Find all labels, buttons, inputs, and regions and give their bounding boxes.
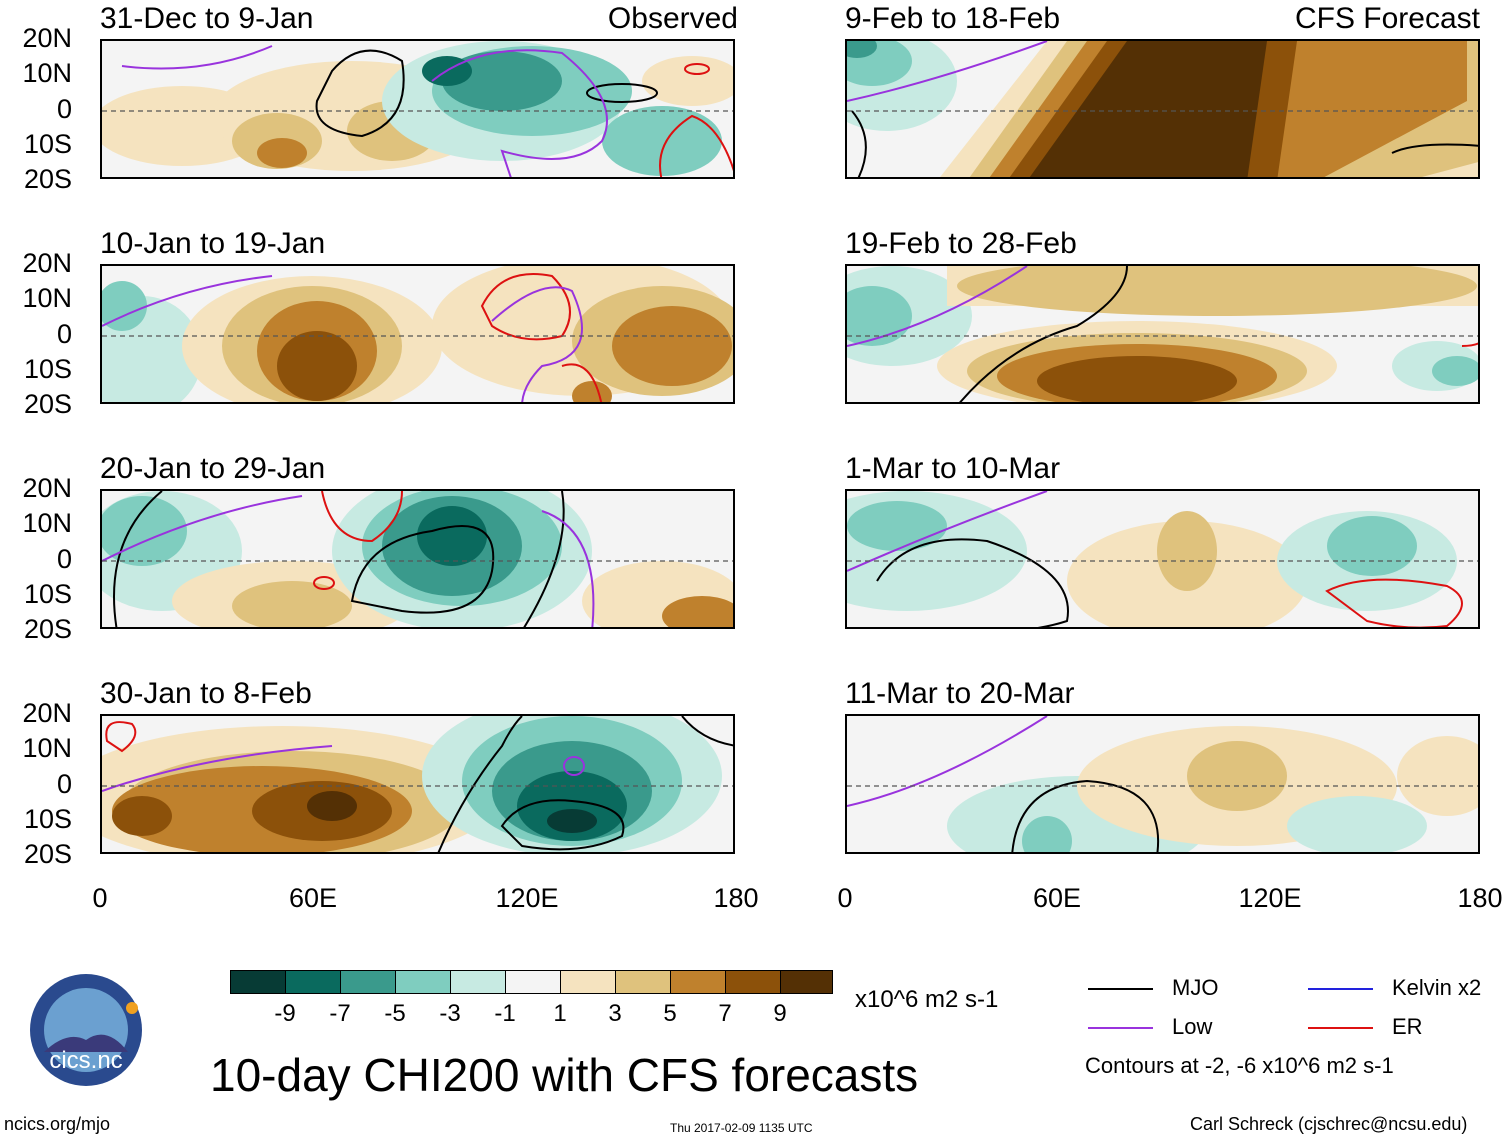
timestamp: Thu 2017-02-09 1135 UTC (670, 1121, 813, 1135)
lon-label: 60E (288, 883, 338, 913)
colorbar-swatch (725, 970, 781, 994)
colorbar-tick: -7 (329, 1000, 351, 1027)
lat-label: 0 (56, 94, 72, 124)
lat-label: 10S (23, 579, 72, 609)
lat-label: 10S (23, 129, 72, 159)
colorbar-tick: -3 (439, 1000, 461, 1027)
legend-kelvin-label: Kelvin x2 (1392, 975, 1482, 1000)
lon-label: 180 (713, 883, 759, 913)
lat-label: 0 (56, 544, 72, 574)
panel-title-r1: 9-Feb to 18-Feb (845, 2, 1061, 35)
lat-label: 10S (23, 354, 72, 384)
colorbar-tick: 9 (773, 1000, 787, 1027)
map-panel-r3 (845, 489, 1480, 629)
colorbar-tick: 1 (553, 1000, 567, 1027)
colorbar-swatch (505, 970, 561, 994)
colorbar-swatch (285, 970, 341, 994)
colorbar-units: x10^6 m2 s-1 (855, 986, 999, 1013)
colorbar-swatch (395, 970, 451, 994)
colorbar-swatch (230, 970, 286, 994)
cfs-forecast-label: CFS Forecast (1294, 2, 1480, 35)
panel-title-r4: 11-Mar to 20-Mar (845, 677, 1075, 710)
observed-label: Observed (607, 2, 738, 35)
legend-mjo-swatch (1088, 988, 1153, 990)
legend-contours-note: Contours at -2, -6 x10^6 m2 s-1 (1085, 1053, 1394, 1078)
cics-logo: cics.nc (12, 970, 160, 1088)
lat-label: 10N (22, 58, 72, 88)
logo-text: cics.nc (49, 1047, 122, 1074)
colorbar-tick: 7 (718, 1000, 732, 1027)
colorbar-swatch (780, 970, 833, 994)
map-panel-l1 (100, 39, 735, 179)
lat-label: 10N (22, 508, 72, 538)
legend-er-swatch (1308, 1027, 1373, 1029)
lat-label: 0 (56, 319, 72, 349)
legend-low-label: Low (1172, 1014, 1213, 1039)
colorbar-swatch (450, 970, 506, 994)
lat-label: 20S (23, 164, 72, 194)
panel-title-l3: 20-Jan to 29-Jan (100, 452, 326, 485)
colorbar-tick: 3 (608, 1000, 622, 1027)
colorbar-tick: -9 (274, 1000, 296, 1027)
lon-label: 60E (1032, 883, 1082, 913)
colorbar-tick: -1 (494, 1000, 516, 1027)
colorbar-tick: -5 (384, 1000, 406, 1027)
lat-label: 20S (23, 839, 72, 869)
colorbar-swatch (560, 970, 616, 994)
legend-kelvin-swatch (1308, 988, 1373, 990)
map-panel-l4 (100, 714, 735, 854)
legend-low-swatch (1088, 1027, 1153, 1029)
map-panel-r2 (845, 264, 1480, 404)
panel-title-l4: 30-Jan to 8-Feb (100, 677, 312, 710)
map-panel-r4 (845, 714, 1480, 854)
panel-title-l2: 10-Jan to 19-Jan (100, 227, 326, 260)
lat-label: 20S (23, 614, 72, 644)
colorbar-swatch (670, 970, 726, 994)
legend-er-label: ER (1392, 1014, 1423, 1039)
map-panel-l2 (100, 264, 735, 404)
lat-label: 10N (22, 733, 72, 763)
lon-label: 120E (495, 883, 559, 913)
lon-label: 0 (837, 883, 853, 913)
lat-label: 20N (22, 473, 72, 503)
lat-label: 10N (22, 283, 72, 313)
lon-label: 180 (1457, 883, 1503, 913)
panel-title-r3: 1-Mar to 10-Mar (845, 452, 1061, 485)
lat-label: 10S (23, 804, 72, 834)
lat-label: 20N (22, 248, 72, 278)
legend-mjo-label: MJO (1172, 975, 1219, 1000)
colorbar-tick: 5 (663, 1000, 677, 1027)
lat-label: 20S (23, 389, 72, 419)
credit: Carl Schreck (cjschrec@ncsu.edu) (1190, 1114, 1468, 1134)
colorbar-swatch (615, 970, 671, 994)
lat-label: 20N (22, 23, 72, 53)
main-title: 10-day CHI200 with CFS forecasts (210, 1049, 919, 1101)
lon-label: 120E (1238, 883, 1302, 913)
panel-title-r2: 19-Feb to 28-Feb (845, 227, 1077, 260)
lon-label: 0 (92, 883, 108, 913)
map-panel-r1 (845, 39, 1480, 179)
lat-label: 20N (22, 698, 72, 728)
colorbar-swatch (340, 970, 396, 994)
panel-title-l1: 31-Dec to 9-Jan (100, 2, 314, 35)
map-panel-l3 (100, 489, 735, 629)
lat-label: 0 (56, 769, 72, 799)
site-url[interactable]: ncics.org/mjo (4, 1114, 111, 1134)
